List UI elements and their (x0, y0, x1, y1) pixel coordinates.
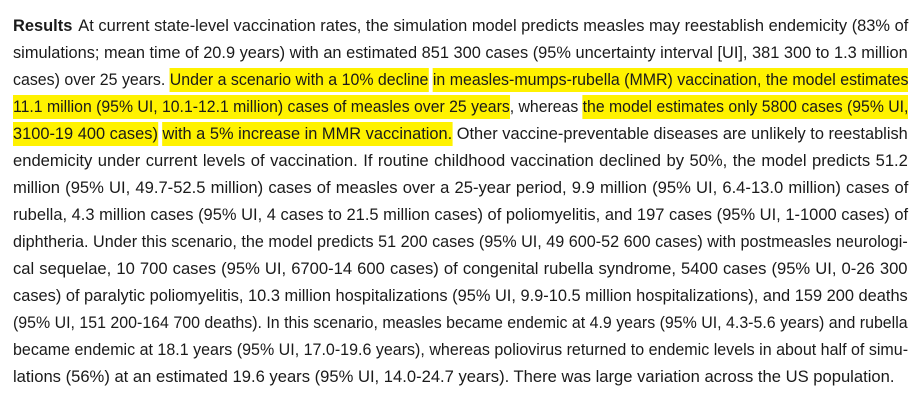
text-line: Results At current state-level vaccinatio… (13, 12, 908, 39)
body-text: cases) over 25 years. (13, 70, 170, 89)
body-text: simulations; mean time of 20.9 years) wi… (13, 43, 908, 62)
highlighted-text: in measles-mumps-rubella (MMR) vaccinati… (432, 68, 909, 92)
text-line: endemicity under current levels of vacci… (13, 147, 908, 174)
highlighted-text: 11.1 million (95% UI, 10.1-12.1 million)… (13, 95, 510, 119)
text-line: cal sequelae, 10 700 cases (95% UI, 6700… (13, 255, 908, 282)
body-text: cal sequelae, 10 700 cases (95% UI, 6700… (13, 259, 908, 278)
body-text: diphtheria. Under this scenario, the mod… (13, 232, 908, 251)
text-line: (95% UI, 151 200-164 700 deaths). In thi… (13, 309, 908, 336)
text-line: simulations; mean time of 20.9 years) wi… (13, 39, 908, 66)
text-line: lations (56%) at an estimated 19.6 years… (13, 363, 894, 390)
highlighted-text: Under a scenario with a 10% decline (169, 68, 429, 92)
section-heading: Results (13, 16, 73, 35)
body-text: (95% UI, 151 200-164 700 deaths). In thi… (13, 313, 908, 332)
body-text: million (95% UI, 49.7-52.5 million) case… (13, 178, 909, 197)
highlighted-text: 3100-19 400 cases) (13, 122, 158, 146)
text-line: 3100-19 400 cases) with a 5% increase in… (13, 120, 908, 147)
body-text: At current state-level vaccination rates… (78, 16, 909, 35)
text-line: cases) over 25 years. Under a scenario w… (13, 66, 909, 93)
body-text: rubella, 4.3 million cases (95% UI, 4 ca… (13, 205, 909, 224)
body-text: became endemic at 18.1 years (95% UI, 17… (13, 340, 909, 359)
text-line: cases) of paralytic poliomyelitis, 10.3 … (13, 282, 908, 309)
highlighted-text: the model estimates only 5800 cases (95%… (582, 95, 909, 119)
body-text: endemicity under current levels of vacci… (13, 151, 908, 170)
body-text: , whereas (509, 97, 583, 116)
text-line: million (95% UI, 49.7-52.5 million) case… (13, 174, 908, 201)
text-line: diphtheria. Under this scenario, the mod… (13, 228, 908, 255)
text-line: became endemic at 18.1 years (95% UI, 17… (13, 336, 908, 363)
text-line: rubella, 4.3 million cases (95% UI, 4 ca… (13, 201, 908, 228)
highlighted-text: with a 5% increase in MMR vaccination. (162, 122, 453, 146)
body-text: cases) of paralytic poliomyelitis, 10.3 … (13, 286, 908, 305)
body-text: Other vaccine-preventable diseases are u… (452, 124, 908, 143)
text-line: 11.1 million (95% UI, 10.1-12.1 million)… (13, 93, 909, 120)
body-text: lations (56%) at an estimated 19.6 years… (13, 367, 895, 386)
